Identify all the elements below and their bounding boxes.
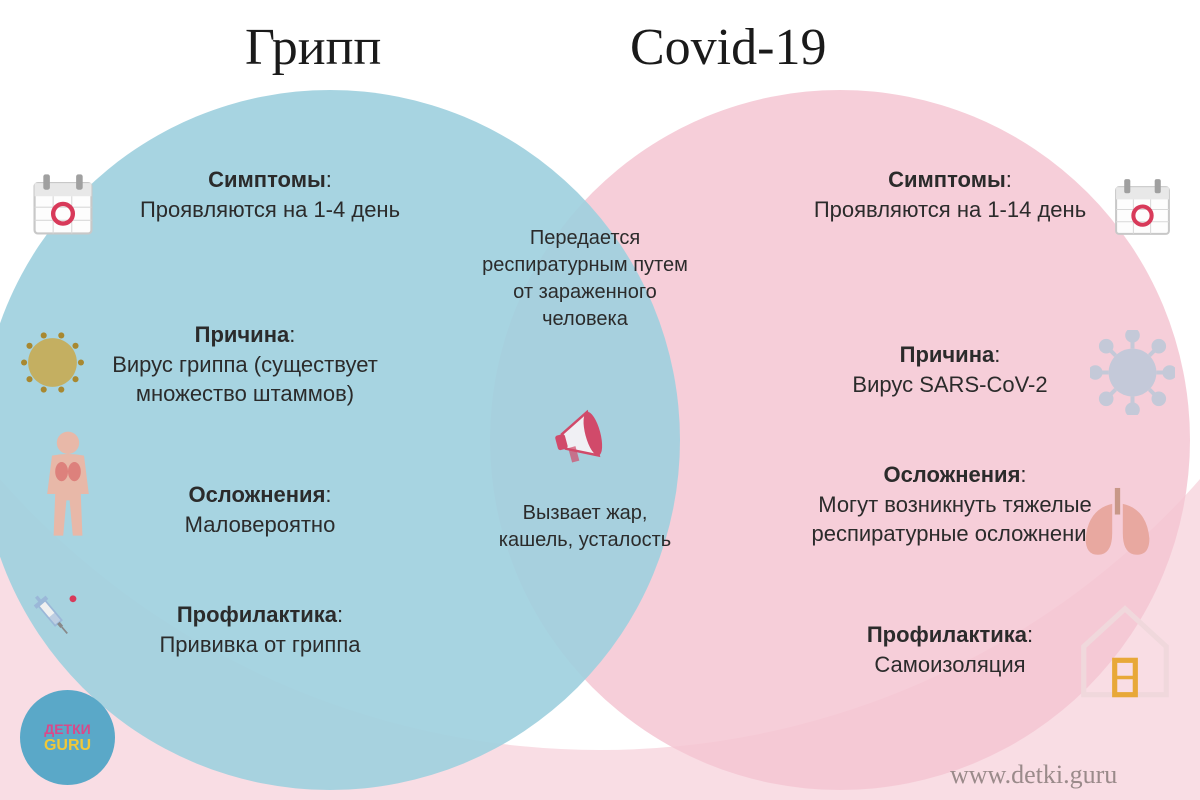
flu-cause: Причина:Вирус гриппа (существует множест… [70, 320, 420, 409]
flu-complications-text: Маловероятно [185, 512, 336, 537]
covid-symptoms-text: Проявляются на 1-14 день [814, 197, 1086, 222]
flu-symptoms: Симптомы:Проявляются на 1-4 день [120, 165, 420, 224]
covid-cause-text: Вирус SARS-CoV-2 [852, 372, 1047, 397]
covid-virus-icon [1090, 330, 1175, 420]
covid-prevention: Профилактика:Самоизоляция [800, 620, 1100, 679]
covid-cause-label: Причина [900, 342, 995, 367]
lungs-icon [1075, 480, 1160, 570]
covid-complications: Осложнения:Могут возникнуть тяжелые респ… [790, 460, 1120, 549]
title-flu: Грипп [245, 18, 381, 77]
logo-line1: ДЕТКИ [44, 721, 90, 737]
center-symptoms: Вызвает жар, кашель, усталость [490, 500, 680, 554]
footer-url: www.detki.guru [950, 760, 1117, 790]
covid-cause: Причина:Вирус SARS-CoV-2 [800, 340, 1100, 399]
flu-virus-icon [20, 330, 85, 400]
flu-complications: Осложнения:Маловероятно [110, 480, 410, 539]
covid-symptoms: Симптомы:Проявляются на 1-14 день [790, 165, 1110, 224]
covid-complications-text: Могут возникнуть тяжелые респиратурные о… [811, 492, 1098, 547]
flu-prevention-text: Прививка от гриппа [159, 632, 360, 657]
flu-prevention-label: Профилактика [177, 602, 337, 627]
flu-cause-label: Причина [195, 322, 290, 347]
center-transmission: Передается респиратурным путем от зараже… [480, 225, 690, 333]
flu-symptoms-label: Симптомы [208, 167, 326, 192]
detki-guru-logo: ДЕТКИ GURU [20, 690, 115, 785]
flu-cause-text: Вирус гриппа (существует множество штамм… [112, 352, 378, 407]
flu-symptoms-text: Проявляются на 1-4 день [140, 197, 400, 222]
logo-line2: GURU [44, 737, 91, 755]
flu-complications-label: Осложнения [188, 482, 325, 507]
calendar-icon [1110, 175, 1175, 245]
syringe-icon [30, 585, 85, 645]
covid-symptoms-label: Симптомы [888, 167, 1006, 192]
title-covid: Covid-19 [630, 18, 826, 77]
body-icon [28, 430, 108, 547]
house-icon [1070, 595, 1180, 710]
megaphone-icon [548, 395, 628, 480]
calendar-icon [28, 170, 98, 245]
covid-prevention-text: Самоизоляция [874, 652, 1025, 677]
flu-prevention: Профилактика:Прививка от гриппа [100, 600, 420, 659]
covid-complications-label: Осложнения [883, 462, 1020, 487]
covid-prevention-label: Профилактика [867, 622, 1027, 647]
